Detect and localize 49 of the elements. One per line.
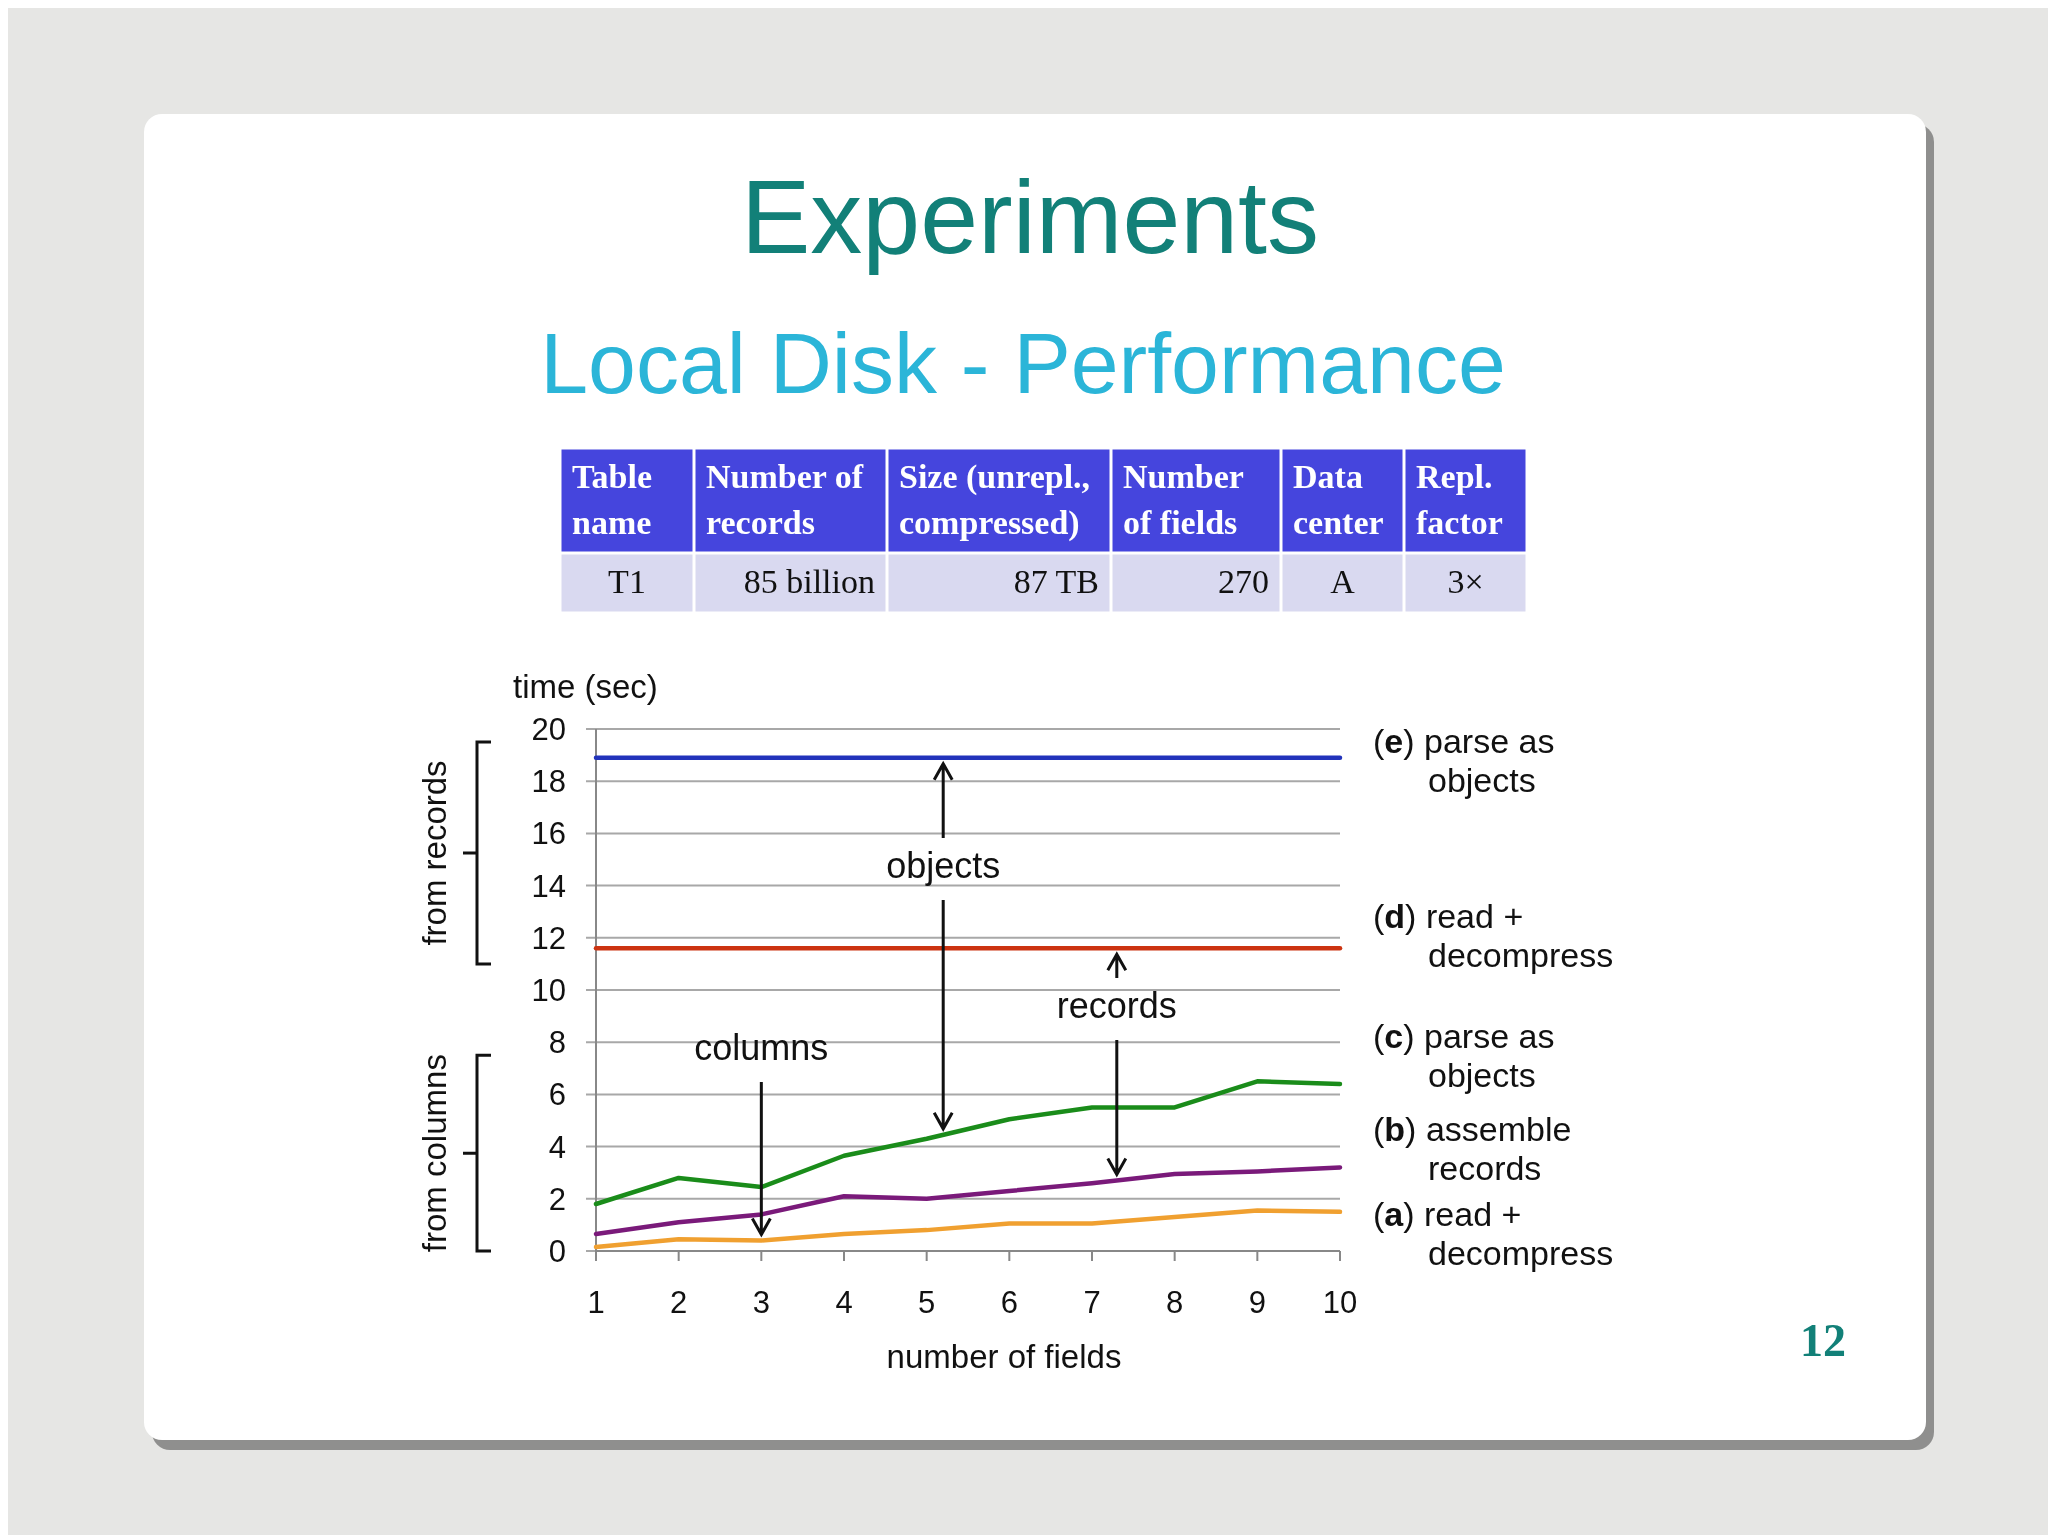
text: Number of fields — [1123, 458, 1244, 541]
x-tick-label: 9 — [1248, 1285, 1266, 1320]
series-label: (e) parse as objects — [1373, 722, 1555, 799]
text: from columns — [416, 1054, 453, 1253]
text: 85 billion — [743, 563, 875, 600]
text: Repl. factor — [1416, 458, 1503, 541]
x-tick-label: 6 — [1000, 1285, 1018, 1320]
annotation: records — [1056, 985, 1177, 1026]
text: Number of records — [706, 458, 864, 541]
text: T1 — [608, 563, 646, 600]
series-label: (c) parse as objects — [1373, 1017, 1555, 1094]
y-tick-label: 4 — [548, 1129, 566, 1165]
x-tick-label: 4 — [835, 1285, 853, 1320]
x-tick-label: 1 — [587, 1285, 605, 1320]
y-axis-title: time (sec) — [513, 668, 658, 705]
line-series — [593, 1079, 1343, 1207]
text: 270 — [1218, 563, 1269, 600]
text: 12 — [1800, 1315, 1846, 1366]
y-tick-label: 20 — [531, 712, 566, 747]
series-label: (a) read + decompress — [1373, 1195, 1614, 1272]
y-tick-label: 2 — [548, 1181, 566, 1217]
series-label: (d) read + decompress — [1373, 897, 1614, 974]
y-tick-label: 0 — [548, 1234, 566, 1269]
text: Experiments — [741, 159, 1319, 275]
text: Data center — [1293, 458, 1384, 541]
annotation: objects — [886, 845, 1001, 886]
x-tick-label: 5 — [918, 1285, 936, 1320]
y-tick-label: 14 — [531, 868, 566, 904]
x-tick-label: 10 — [1322, 1285, 1358, 1320]
annotation: columns — [694, 1027, 829, 1068]
text: A — [1330, 563, 1356, 600]
x-tick-label: 7 — [1083, 1285, 1101, 1320]
y-tick-label: 16 — [531, 816, 566, 852]
y-tick-label: 18 — [531, 764, 566, 800]
x-tick-label: 8 — [1166, 1285, 1184, 1320]
text: 3× — [1447, 563, 1484, 600]
text: Table name — [572, 458, 653, 541]
x-tick-label: 2 — [670, 1285, 688, 1320]
text: Local Disk - Performance — [540, 315, 1506, 411]
text: Size (unrepl., compressed) — [899, 458, 1091, 542]
x-axis-title: number of fields — [886, 1338, 1122, 1375]
line-series — [593, 1165, 1343, 1237]
y-tick-label: 12 — [531, 920, 566, 956]
x-tick-label: 3 — [752, 1285, 770, 1320]
y-tick-label: 8 — [548, 1025, 566, 1061]
text: 87 TB — [1013, 563, 1099, 600]
text: from records — [416, 760, 453, 946]
y-tick-label: 6 — [548, 1077, 566, 1113]
y-tick-label: 10 — [531, 973, 566, 1008]
